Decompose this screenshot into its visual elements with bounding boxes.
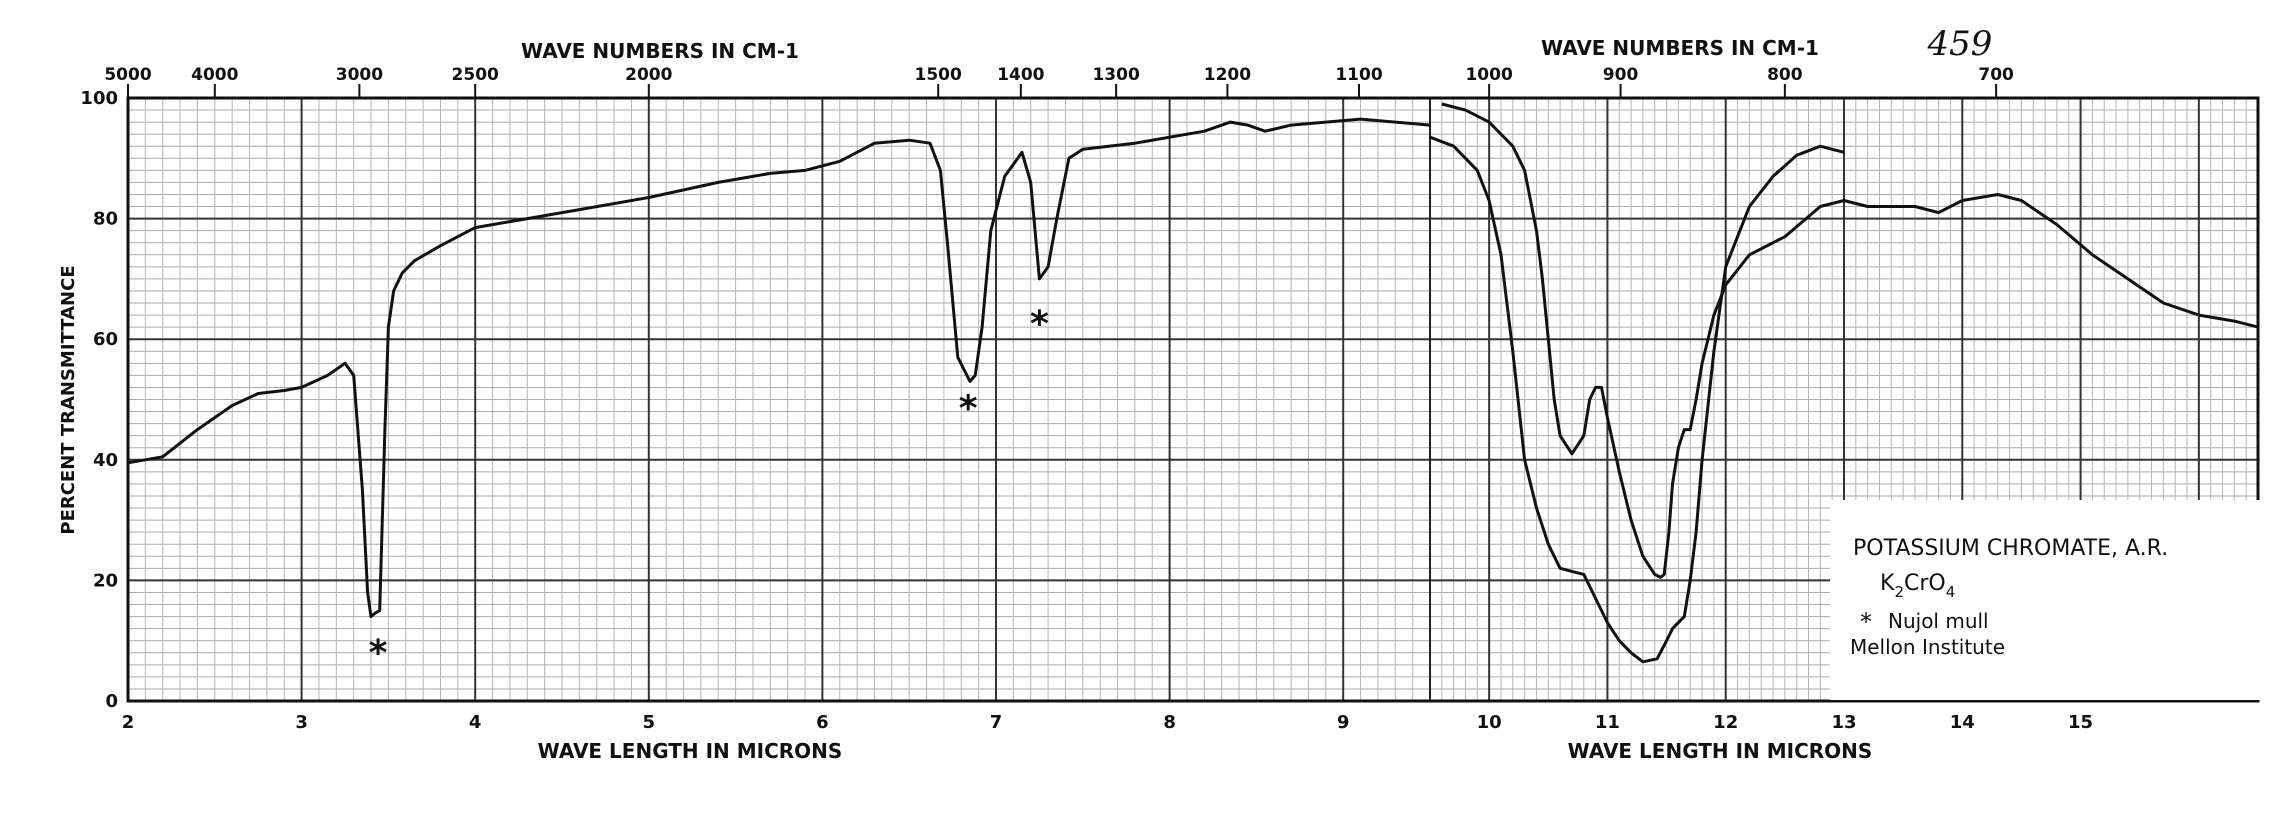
x-tick-label: 14 <box>1950 712 1975 733</box>
legend-star-symbol: * <box>1860 608 1872 636</box>
legend-compound-name: POTASSIUM CHROMATE, A.R. <box>1853 536 2168 561</box>
y-tick-label: 80 <box>93 209 118 230</box>
x-tick-label: 4 <box>469 712 482 733</box>
top-axis-label-right: WAVE NUMBERS IN CM-1 <box>1541 36 1819 60</box>
spectrum-line-3 <box>1441 102 2259 579</box>
nujol-star-marker: * <box>369 633 388 674</box>
x-tick-label: 8 <box>1163 712 1176 733</box>
x-tick-label: 13 <box>1831 712 1856 733</box>
x-axis-label-left: WAVE LENGTH IN MICRONS <box>538 739 843 763</box>
top-tick-label: 5000 <box>104 65 151 85</box>
top-tick-label: 900 <box>1603 65 1639 85</box>
page-number: 459 <box>1927 24 1993 64</box>
top-axis-label-left: WAVE NUMBERS IN CM-1 <box>521 39 799 63</box>
x-tick-label: 6 <box>816 712 829 733</box>
legend-sample-prep: Nujol mull <box>1888 609 1989 633</box>
nujol-star-marker: * <box>1030 304 1049 345</box>
x-tick-label: 12 <box>1713 712 1738 733</box>
spectrum-line-2 <box>1429 135 1845 664</box>
x-axis-label-right: WAVE LENGTH IN MICRONS <box>1568 739 1873 763</box>
spectrum-line-1 <box>127 117 1431 619</box>
top-tick-label: 1000 <box>1465 65 1512 85</box>
legend-box: POTASSIUM CHROMATE, A.R. K2CrO4 * Nujol … <box>1830 500 2260 700</box>
top-tick-label: 700 <box>1978 65 2014 85</box>
x-tick-label: 3 <box>295 712 308 733</box>
plot-frame <box>126 96 2260 703</box>
top-tick-label: 1400 <box>997 65 1044 85</box>
y-tick-label: 20 <box>93 570 118 591</box>
top-tick-label: 1200 <box>1204 65 1251 85</box>
x-tick-label: 5 <box>643 712 656 733</box>
x-tick-label: 7 <box>990 712 1003 733</box>
x-tick-label: 9 <box>1337 712 1350 733</box>
top-tick-label: 4000 <box>191 65 238 85</box>
top-tick-label: 1500 <box>915 65 962 85</box>
top-tick-label: 1300 <box>1092 65 1139 85</box>
top-tick-label: 2500 <box>452 65 499 85</box>
series-group <box>127 102 2259 664</box>
y-axis-ticks: 0 20 40 60 80 100 <box>80 88 118 712</box>
x-tick-label: 15 <box>2068 712 2093 733</box>
x-tick-label: 10 <box>1477 712 1502 733</box>
y-tick-label: 0 <box>105 691 118 712</box>
legend-background <box>1830 500 2260 700</box>
top-tick-label: 800 <box>1767 65 1803 85</box>
marker-group: * * * <box>369 304 1049 674</box>
bottom-wavelength-ticks: 2 3 4 5 6 7 8 9 10 11 12 13 14 15 <box>122 712 2093 733</box>
minor-gridlines <box>128 98 2259 701</box>
y-tick-label: 40 <box>93 450 118 471</box>
y-tick-label: 60 <box>93 329 118 350</box>
top-tick-label: 3000 <box>336 65 383 85</box>
y-tick-label: 100 <box>80 88 118 109</box>
legend-formula: K2CrO4 <box>1880 571 1955 601</box>
top-wavenumber-ticks: 5000 4000 3000 2500 2000 1500 1400 1300 1200 1100… <box>104 65 2014 98</box>
x-tick-label: 2 <box>122 712 135 733</box>
top-tick-label: 1100 <box>1335 65 1382 85</box>
y-axis-label: PERCENT TRANSMITTANCE <box>58 265 79 534</box>
top-tick-label: 2000 <box>625 65 672 85</box>
x-tick-label: 11 <box>1595 712 1620 733</box>
legend-source: Mellon Institute <box>1850 635 2005 659</box>
nujol-star-marker: * <box>959 389 978 430</box>
